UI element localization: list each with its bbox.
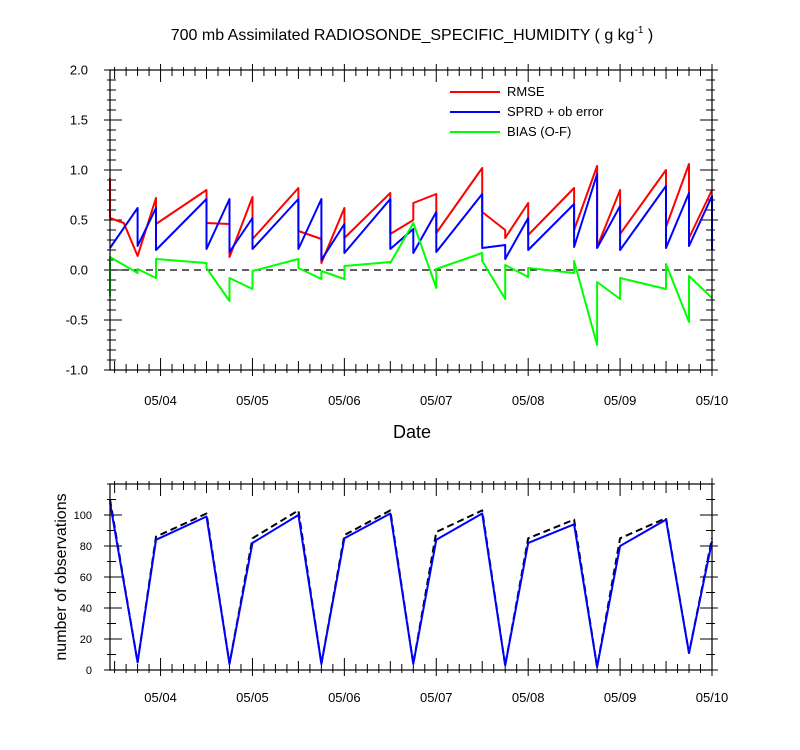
series-assimilated-observations — [109, 502, 713, 668]
bottom-x-tick-label: 05/09 — [604, 690, 637, 705]
top-x-tick-label: 05/04 — [144, 393, 177, 408]
bottom-y-tick-label: 40 — [80, 603, 92, 615]
top-panel-series — [109, 163, 713, 346]
bottom-y-tick-label: 100 — [74, 510, 92, 522]
y-axis-label: number of observations — [53, 493, 70, 660]
top-x-tick-label: 05/09 — [604, 393, 637, 408]
series-possible-observations — [109, 499, 713, 668]
series-bias-o-f — [109, 222, 713, 346]
top-x-tick-label: 05/08 — [512, 393, 545, 408]
bottom-y-tick-label: 20 — [80, 634, 92, 646]
top-y-tick-label: 0.5 — [70, 213, 88, 228]
bottom-panel-series — [109, 499, 713, 668]
bottom-x-tick-label: 05/10 — [696, 690, 729, 705]
legend-bias-label: BIAS (O-F) — [507, 124, 571, 139]
series-sprd-ob-error — [109, 173, 713, 261]
bottom-y-tick-label: 80 — [80, 541, 92, 553]
bottom-y-tick-label: 60 — [80, 572, 92, 584]
top-y-tick-label: 0.0 — [70, 263, 88, 278]
legend-sprd-label: SPRD + ob error — [507, 104, 604, 119]
chart-title-end: ) — [643, 27, 653, 44]
chart-title-main: 700 mb Assimilated RADIOSONDE_SPECIFIC_H… — [171, 27, 635, 44]
bottom-y-tick-label: 0 — [86, 665, 92, 677]
legend: RMSE SPRD + ob error BIAS (O-F) — [450, 84, 604, 139]
top-panel-y-tick-labels: -1.0 -0.5 0.0 0.5 1.0 1.5 2.0 — [66, 63, 88, 378]
top-y-tick-label: -1.0 — [66, 363, 88, 378]
rmse-spread-bias-panel: -1.0-0.50.00.51.01.52.0 05/04 05/05 05/06 0… — [66, 63, 729, 442]
bottom-panel-frame — [109, 483, 713, 671]
legend-rmse-label: RMSE — [507, 84, 545, 99]
top-y-tick-label: 1.0 — [70, 163, 88, 178]
chart-title-sup: -1 — [635, 25, 644, 36]
bottom-x-tick-label: 05/08 — [512, 690, 545, 705]
bottom-x-tick-label: 05/04 — [144, 690, 177, 705]
bottom-panel-y-tick-labels: 0 20 40 60 80 100 — [74, 510, 92, 677]
chart-title: 700 mb Assimilated RADIOSONDE_SPECIFIC_H… — [171, 25, 654, 44]
bottom-x-tick-label: 05/05 — [236, 690, 269, 705]
top-y-tick-label: 2.0 — [70, 63, 88, 78]
top-x-tick-label: 05/06 — [328, 393, 361, 408]
top-x-tick-label: 05/10 — [696, 393, 729, 408]
x-axis-label: Date — [393, 422, 431, 442]
bottom-x-tick-label: 05/07 — [420, 690, 453, 705]
top-panel-ticks — [104, 64, 718, 376]
top-y-tick-label: 1.5 — [70, 113, 88, 128]
bottom-panel-x-tick-labels: 05/04 05/05 05/06 05/07 05/08 05/09 05/10 — [144, 690, 728, 705]
top-x-tick-label: 05/07 — [420, 393, 453, 408]
top-panel-frame — [109, 69, 713, 371]
top-x-tick-label: 05/05 — [236, 393, 269, 408]
top-y-tick-label: -0.5 — [66, 313, 88, 328]
bottom-x-tick-label: 05/06 — [328, 690, 361, 705]
top-panel-x-tick-labels: 05/04 05/05 05/06 05/07 05/08 05/09 05/10 — [144, 393, 728, 408]
